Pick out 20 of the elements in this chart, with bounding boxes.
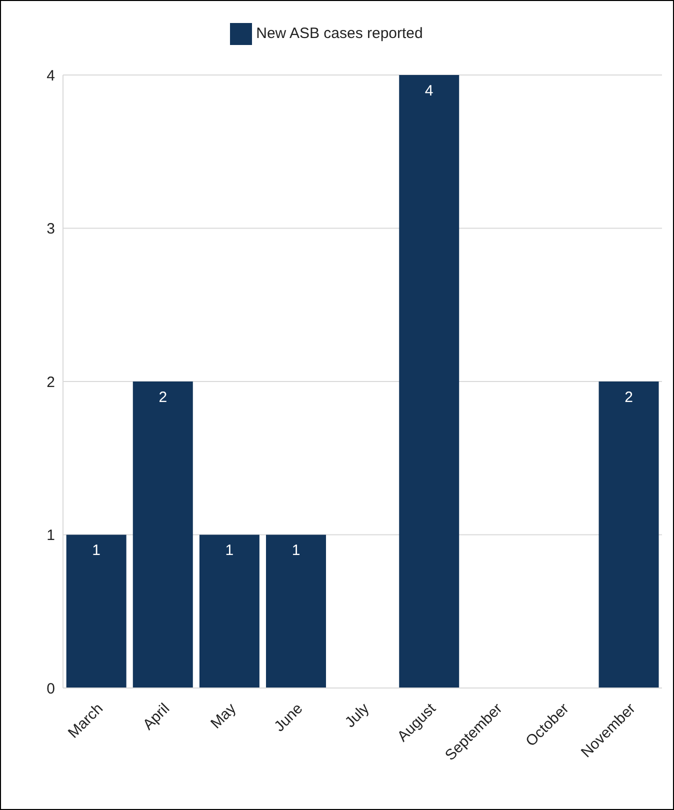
- x-tick-label: May: [208, 700, 240, 732]
- y-tick-label: 2: [46, 374, 55, 391]
- y-tick-label: 3: [46, 220, 55, 238]
- y-tick-label: 0: [46, 680, 55, 698]
- y-tick-label: 1: [46, 527, 55, 544]
- x-tick-label: July: [342, 700, 374, 732]
- bar: [66, 534, 126, 688]
- bar: [399, 75, 460, 688]
- data-label: 2: [624, 388, 633, 406]
- legend-label: New ASB cases reported: [256, 25, 423, 42]
- data-label: 1: [92, 542, 100, 560]
- data-label: 1: [225, 542, 234, 560]
- data-label: 4: [424, 82, 434, 100]
- bar: [199, 534, 260, 688]
- data-label: 1: [292, 542, 300, 560]
- bar: [598, 382, 659, 688]
- bar: [132, 382, 193, 688]
- bar: [266, 534, 326, 688]
- y-tick-label: 4: [46, 67, 55, 84]
- data-label: 2: [158, 388, 168, 406]
